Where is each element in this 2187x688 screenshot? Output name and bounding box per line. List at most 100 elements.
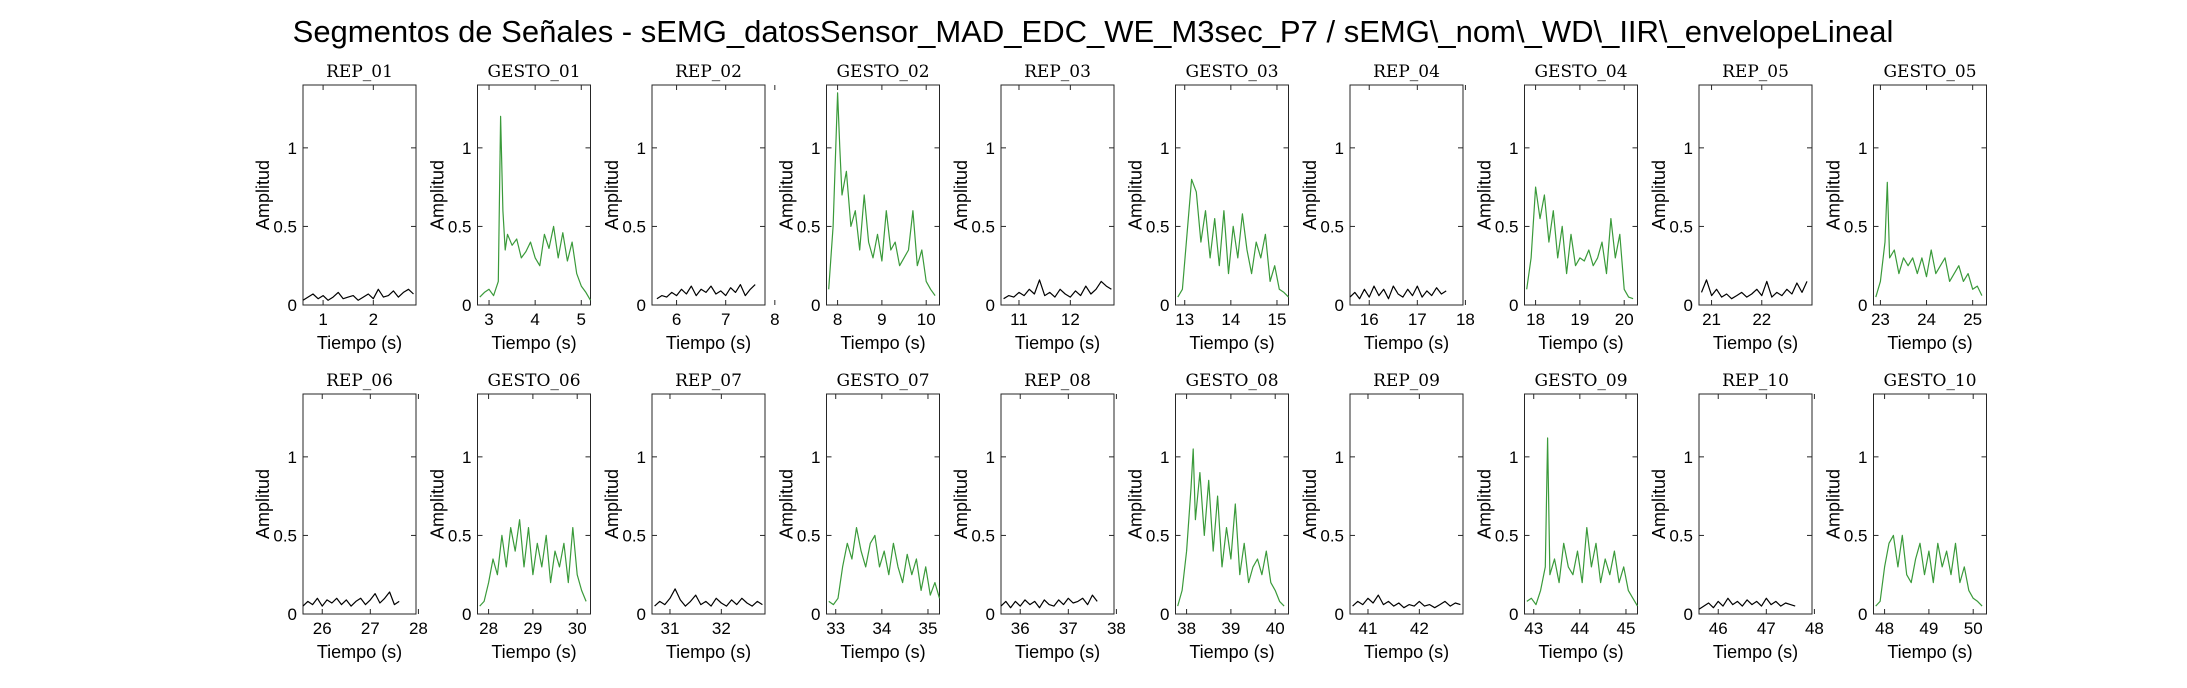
y-axis-label: Amplitud xyxy=(1126,160,1146,230)
x-tick-label: 48 xyxy=(1805,619,1824,638)
y-tick-label: 1 xyxy=(986,448,995,467)
figure-title: Segmentos de Señales - sEMG_datosSensor_… xyxy=(293,14,1894,49)
y-tick-label: 1 xyxy=(1509,448,1518,467)
series-line xyxy=(302,591,400,607)
y-tick-label: 0 xyxy=(1858,605,1867,624)
x-axis-label: Tiempo (s) xyxy=(1364,642,1449,662)
plot-frame xyxy=(1349,393,1464,615)
subplot-title: GESTO_01 xyxy=(487,62,580,82)
y-tick-label: 0 xyxy=(1160,296,1169,315)
y-tick-label: 1 xyxy=(288,448,297,467)
x-tick-label: 4 xyxy=(530,310,539,329)
y-tick-label: 1 xyxy=(288,139,297,158)
plot-frame xyxy=(477,393,591,615)
x-tick-label: 29 xyxy=(523,619,542,638)
x-tick-label: 38 xyxy=(1177,619,1196,638)
x-tick-label: 28 xyxy=(409,619,428,638)
y-axis-label: Amplitud xyxy=(951,469,971,539)
y-tick-label: 1 xyxy=(637,139,646,158)
series-line xyxy=(1177,178,1289,298)
y-tick-label: 0 xyxy=(811,605,820,624)
y-tick-label: 0.5 xyxy=(448,526,472,545)
x-axis-label: Tiempo (s) xyxy=(1189,333,1274,353)
subplot-gesto-06: GESTO_06 0 0.5 1 28 29 30 Tiempo (s) Amplitud xyxy=(428,371,591,662)
x-axis-label: Tiempo (s) xyxy=(1015,333,1100,353)
x-tick-label: 22 xyxy=(1752,310,1771,329)
y-axis-label: Amplitud xyxy=(602,160,622,230)
y-tick-label: 0 xyxy=(1335,605,1344,624)
series-line xyxy=(479,519,587,607)
y-tick-label: 0.5 xyxy=(448,217,472,236)
subplot-rep-02: REP_02 0 0.5 1 6 7 8 Tiempo (s) Amplitud xyxy=(602,62,780,353)
y-axis-label: Amplitud xyxy=(777,160,797,230)
y-tick-label: 0.5 xyxy=(1844,526,1868,545)
subplot-title: GESTO_07 xyxy=(836,371,929,391)
y-tick-label: 0.5 xyxy=(1495,217,1519,236)
x-tick-label: 43 xyxy=(1524,619,1543,638)
series-line xyxy=(654,588,763,607)
x-tick-label: 47 xyxy=(1757,619,1776,638)
subplot-title: GESTO_09 xyxy=(1534,371,1627,391)
subplot-title: REP_02 xyxy=(675,62,742,82)
x-axis-label: Tiempo (s) xyxy=(1887,333,1972,353)
y-tick-label: 1 xyxy=(1335,139,1344,158)
y-tick-label: 0.5 xyxy=(797,217,821,236)
y-tick-label: 0.5 xyxy=(1844,217,1868,236)
x-tick-label: 40 xyxy=(1266,619,1285,638)
x-axis-label: Tiempo (s) xyxy=(491,333,576,353)
subplot-title: REP_08 xyxy=(1024,371,1091,391)
x-tick-label: 24 xyxy=(1917,310,1936,329)
x-tick-label: 8 xyxy=(833,310,842,329)
series-line xyxy=(479,115,592,301)
x-tick-label: 42 xyxy=(1410,619,1429,638)
x-tick-label: 5 xyxy=(577,310,586,329)
plot-frame xyxy=(1873,393,1987,615)
x-tick-label: 49 xyxy=(1919,619,1938,638)
subplot-title: REP_09 xyxy=(1373,371,1440,391)
x-tick-label: 18 xyxy=(1526,310,1545,329)
x-tick-label: 25 xyxy=(1963,310,1982,329)
y-tick-label: 0.5 xyxy=(622,217,646,236)
y-tick-label: 0 xyxy=(986,296,995,315)
x-tick-label: 10 xyxy=(917,310,936,329)
plot-frame xyxy=(1000,84,1115,306)
series-line xyxy=(1352,594,1461,609)
y-tick-label: 0 xyxy=(462,605,471,624)
x-tick-label: 16 xyxy=(1360,310,1379,329)
x-tick-label: 13 xyxy=(1175,310,1194,329)
x-tick-label: 2 xyxy=(369,310,378,329)
y-tick-label: 1 xyxy=(1858,448,1867,467)
plot-frame xyxy=(1000,393,1115,615)
x-axis-label: Tiempo (s) xyxy=(1538,333,1623,353)
y-tick-label: 0 xyxy=(288,605,297,624)
plot-frame xyxy=(826,393,940,615)
plot-frame xyxy=(302,84,417,306)
series-line xyxy=(656,284,756,300)
series-line xyxy=(828,526,941,606)
subplot-gesto-08: GESTO_08 0 0.5 1 38 39 40 Tiempo (s) Amplitud xyxy=(1126,371,1289,662)
series-line xyxy=(302,288,414,301)
x-tick-label: 35 xyxy=(919,619,938,638)
subplot-title: GESTO_06 xyxy=(487,371,580,391)
y-tick-label: 0 xyxy=(1335,296,1344,315)
x-axis-label: Tiempo (s) xyxy=(840,642,925,662)
x-axis-label: Tiempo (s) xyxy=(1713,642,1798,662)
y-axis-label: Amplitud xyxy=(1649,469,1669,539)
x-tick-label: 31 xyxy=(661,619,680,638)
y-axis-label: Amplitud xyxy=(253,160,273,230)
subplot-title: GESTO_03 xyxy=(1185,62,1278,82)
y-tick-label: 0 xyxy=(1684,605,1693,624)
y-tick-label: 1 xyxy=(637,448,646,467)
x-axis-label: Tiempo (s) xyxy=(1713,333,1798,353)
plot-frame xyxy=(302,393,417,615)
y-tick-label: 1 xyxy=(1335,448,1344,467)
y-tick-label: 0.5 xyxy=(971,217,995,236)
x-tick-label: 8 xyxy=(770,310,779,329)
x-axis-label: Tiempo (s) xyxy=(491,642,576,662)
y-tick-label: 1 xyxy=(986,139,995,158)
subplot-title: GESTO_04 xyxy=(1534,62,1627,82)
